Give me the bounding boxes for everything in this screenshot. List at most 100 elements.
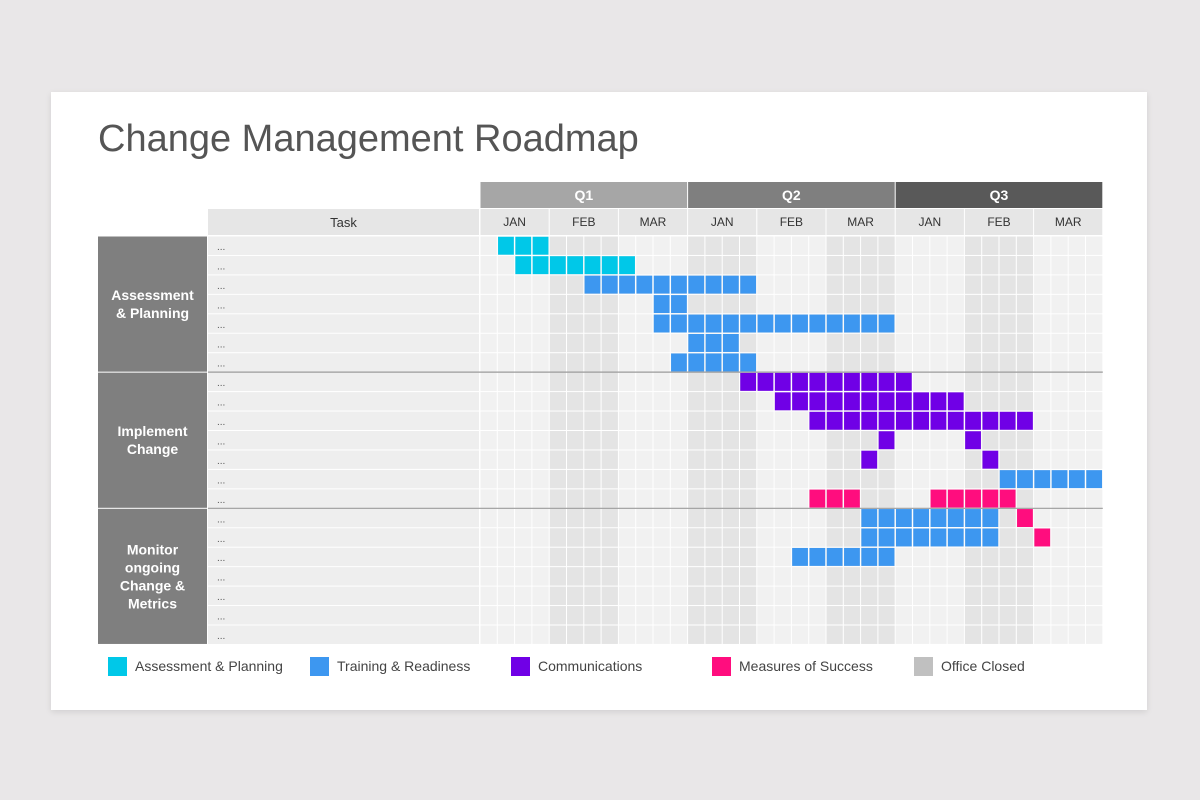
grid-cell [999,353,1016,372]
grid-cell [722,547,739,567]
grid-cell [913,606,930,625]
grid-cell [1016,236,1034,255]
grid-cell [1016,606,1034,625]
grid-cell [947,255,964,275]
grid-cell [1051,528,1068,547]
grid-cell [913,450,930,469]
grid-cell [705,567,722,586]
bar-cell-communications [895,372,912,391]
bar-cell-training [913,509,930,527]
grid-cell [982,625,999,644]
grid-cell [1068,275,1085,294]
grid-cell [532,372,549,392]
bar-cell-measures [947,489,964,508]
grid-cell [515,353,532,372]
grid-cell [1086,392,1103,411]
grid-cell [532,547,549,567]
grid-cell [774,528,791,547]
grid-cell [1051,314,1068,333]
grid-cell [774,333,791,353]
grid-cell [895,353,912,372]
grid-cell [549,372,566,392]
grid-cell [1034,353,1051,372]
grid-cell [584,625,601,644]
grid-cell [843,606,861,625]
grid-cell [515,275,532,294]
grid-cell [601,450,618,469]
grid-cell [1086,353,1103,372]
grid-cell [567,372,584,392]
grid-cell [843,431,861,450]
grid-cell [1068,333,1085,353]
grid-cell [688,392,705,411]
bar-cell-training [671,314,687,333]
grid-cell [705,586,722,606]
grid-cell [913,372,930,392]
grid-cell [567,469,584,489]
grid-cell [1034,606,1051,625]
grid-cell [705,372,722,392]
grid-cell [878,625,895,644]
grid-cell [653,489,670,508]
grid-cell [705,489,722,508]
bar-cell-training [895,509,912,527]
grid-cell [705,236,722,255]
task-row-label: ... [217,456,225,467]
grid-cell [861,567,878,586]
grid-cell [1068,255,1085,275]
bar-cell-assessment [584,256,601,275]
grid-cell [930,567,947,586]
grid-cell [480,333,497,353]
grid-cell [947,314,964,333]
bar-cell-communications [878,392,895,411]
grid-cell [497,528,515,547]
grid-cell [1016,567,1034,586]
grid-cell [826,450,843,469]
grid-cell [584,236,601,255]
grid-cell [618,450,636,469]
bar-cell-communications [947,392,964,411]
grid-cell [791,294,809,314]
grid-cell [705,508,722,528]
grid-cell [947,431,964,450]
grid-cell [722,411,739,430]
grid-cell [722,450,739,469]
grid-cell [653,606,670,625]
grid-cell [567,333,584,353]
grid-cell [791,586,809,606]
page-title: Change Management Roadmap [98,118,639,160]
grid-cell [480,606,497,625]
grid-cell [497,255,515,275]
grid-cell [809,528,826,547]
grid-cell [497,469,515,489]
task-row-label: ... [217,242,225,253]
grid-cell [861,586,878,606]
grid-cell [601,411,618,430]
grid-cell [982,547,999,567]
grid-cell [930,469,947,489]
grid-cell [515,372,532,392]
bar-cell-measures [826,489,843,508]
grid-cell [636,606,653,625]
grid-cell [1034,625,1051,644]
grid-cell [549,353,566,372]
grid-cell [480,469,497,489]
legend-label: Office Closed [941,658,1025,674]
grid-cell [999,255,1016,275]
quarter-label: Q1 [574,187,593,203]
task-row-label: ... [217,359,225,370]
grid-cell [601,333,618,353]
grid-cell [740,508,757,528]
grid-cell [1068,567,1085,586]
grid-cell [809,625,826,644]
grid-cell [480,508,497,528]
bar-cell-communications [740,372,757,391]
task-row [208,606,479,625]
grid-cell [964,353,982,372]
grid-cell [1034,431,1051,450]
grid-cell [740,255,757,275]
grid-cell [618,625,636,644]
bar-cell-communications [999,411,1016,430]
grid-cell [670,469,688,489]
grid-cell [791,469,809,489]
